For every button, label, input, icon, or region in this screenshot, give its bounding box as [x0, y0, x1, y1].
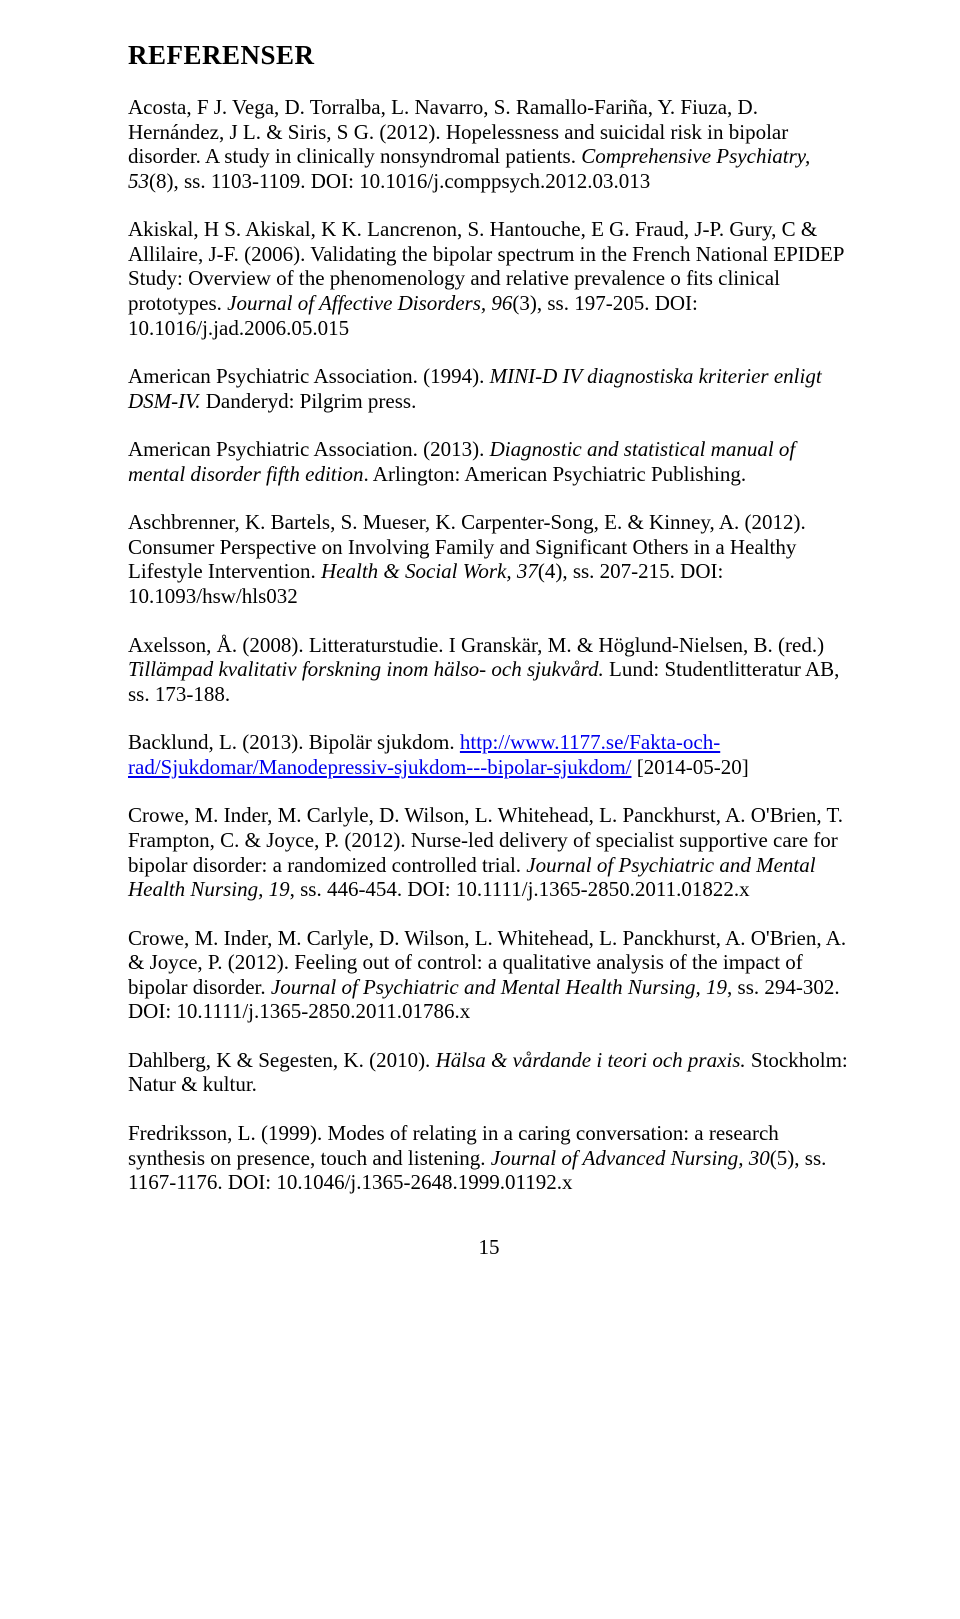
ref-italic: Journal of Psychiatric and Mental Health… — [271, 975, 727, 999]
reference-entry: Backlund, L. (2013). Bipolär sjukdom. ht… — [128, 730, 850, 779]
ref-text: (8), ss. 1103-1109. DOI: 10.1016/j.compp… — [149, 169, 650, 193]
reference-entry: Crowe, M. Inder, M. Carlyle, D. Wilson, … — [128, 803, 850, 901]
ref-italic: Hälsa & vårdande i teori och praxis. — [436, 1048, 746, 1072]
ref-text: [2014-05-20] — [632, 755, 749, 779]
ref-text: American Psychiatric Association. (2013)… — [128, 437, 490, 461]
reference-entry: Aschbrenner, K. Bartels, S. Mueser, K. C… — [128, 510, 850, 608]
page-number: 15 — [128, 1235, 850, 1260]
reference-entry: American Psychiatric Association. (1994)… — [128, 364, 850, 413]
reference-entry: Fredriksson, L. (1999). Modes of relatin… — [128, 1121, 850, 1195]
ref-text: Axelsson, Å. (2008). Litteraturstudie. I… — [128, 633, 824, 657]
references-heading: REFERENSER — [128, 40, 850, 71]
ref-text: American Psychiatric Association. (1994)… — [128, 364, 490, 388]
ref-italic: Tillämpad kvalitativ forskning inom häls… — [128, 657, 604, 681]
ref-text: , ss. 446-454. DOI: 10.1111/j.1365-2850.… — [290, 877, 750, 901]
reference-entry: Akiskal, H S. Akiskal, K K. Lancrenon, S… — [128, 217, 850, 340]
ref-italic: Journal of Affective Disorders, 96 — [227, 291, 512, 315]
reference-entry: Dahlberg, K & Segesten, K. (2010). Hälsa… — [128, 1048, 850, 1097]
page: REFERENSER Acosta, F J. Vega, D. Torralb… — [0, 0, 960, 1290]
ref-text: Dahlberg, K & Segesten, K. (2010). — [128, 1048, 436, 1072]
reference-entry: Crowe, M. Inder, M. Carlyle, D. Wilson, … — [128, 926, 850, 1024]
ref-text: Backlund, L. (2013). Bipolär sjukdom. — [128, 730, 460, 754]
reference-entry: Axelsson, Å. (2008). Litteraturstudie. I… — [128, 633, 850, 707]
ref-text: . Arlington: American Psychiatric Publis… — [363, 462, 746, 486]
ref-italic: Journal of Advanced Nursing, 30 — [491, 1146, 770, 1170]
reference-entry: Acosta, F J. Vega, D. Torralba, L. Navar… — [128, 95, 850, 193]
reference-entry: American Psychiatric Association. (2013)… — [128, 437, 850, 486]
ref-italic: Health & Social Work, 37 — [321, 559, 538, 583]
ref-text: Danderyd: Pilgrim press. — [201, 389, 417, 413]
